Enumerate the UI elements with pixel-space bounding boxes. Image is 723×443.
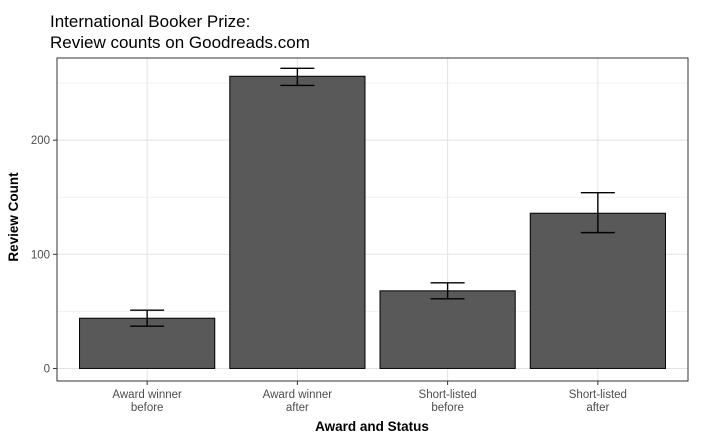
bars [79,75,666,369]
chart-title-line-1: International Booker Prize: [50,12,250,31]
x-tick-label-line: before [131,402,164,414]
x-tick-label: Award winner before [112,389,182,414]
y-tick-label: 200 [31,135,50,147]
bar [379,290,516,369]
x-tick-label: Short-listed before [419,389,477,414]
x-tick-label-line: after [586,402,609,414]
plot-panel-border [56,57,689,382]
x-tick-label-line: before [431,402,464,414]
x-tick-label-line: Short-listed [419,389,477,401]
chart-title-line-2: Review counts on Goodreads.com [50,33,310,52]
x-tick-label-line: Short-listed [569,389,627,401]
bar [529,212,666,369]
error-bars [130,67,615,327]
y-tick-label: 100 [31,249,50,261]
x-axis-title: Award and Status [315,419,429,434]
bar [229,75,366,369]
x-tick-label: Award winner after [263,389,333,414]
x-tick-label-line: Award winner [263,389,333,401]
y-axis: 0 100 200 [31,135,57,375]
y-axis-title: Review Count [6,172,21,262]
x-tick-label-line: after [286,402,309,414]
x-tick-label-line: Award winner [112,389,182,401]
x-tick-label: Short-listed after [569,389,627,414]
y-tick-label: 0 [44,363,50,375]
